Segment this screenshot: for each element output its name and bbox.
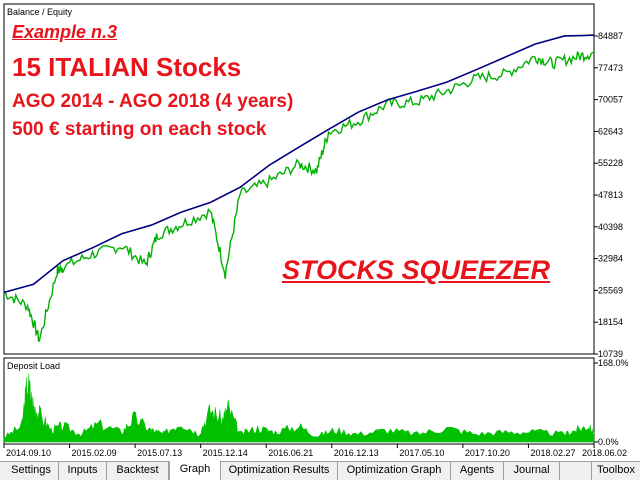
- y-axis-ticks-main: 84887 77473 70057 62643 55228 47813 40398 32984…: [594, 31, 623, 359]
- y-tick-label: 77473: [598, 63, 623, 73]
- y-tick-label: 10739: [598, 349, 623, 359]
- x-tick-label: 2018.06.02: [582, 448, 627, 458]
- tab-backtest[interactable]: Backtest: [107, 462, 169, 480]
- tab-optimization-results[interactable]: Optimization Results: [221, 462, 338, 480]
- tab-settings[interactable]: Settings: [4, 462, 59, 480]
- headline-label: 15 ITALIAN Stocks: [12, 52, 242, 82]
- deposit-load-polygon: [3, 373, 595, 443]
- x-tick-label: 2016.06.21: [268, 448, 313, 458]
- balance-series: [3, 34, 595, 294]
- tab-graph[interactable]: Graph: [169, 461, 221, 480]
- y-tick-label: 40398: [598, 222, 623, 232]
- y-tick-label: 55228: [598, 158, 623, 168]
- y-tick-label: 70057: [598, 95, 623, 105]
- x-tick-label: 2015.02.09: [72, 448, 117, 458]
- deposit-load-area: [3, 373, 595, 443]
- y-tick-label: 25569: [598, 285, 623, 295]
- y-tick-label: 168.0%: [598, 358, 629, 368]
- x-tick-label: 2015.07.13: [137, 448, 182, 458]
- y-axis-ticks-load: 168.0% 0.0%: [594, 358, 629, 447]
- toolbox-button[interactable]: Toolbox: [591, 462, 640, 480]
- tab-inputs[interactable]: Inputs: [59, 462, 107, 480]
- tab-agents[interactable]: Agents: [451, 462, 504, 480]
- x-tick-label: 2014.09.10: [6, 448, 51, 458]
- y-tick-label: 84887: [598, 31, 623, 41]
- y-tick-label: 47813: [598, 190, 623, 200]
- x-tick-label: 2017.10.20: [465, 448, 510, 458]
- balance-line: [3, 34, 595, 294]
- tab-optimization-graph[interactable]: Optimization Graph: [338, 462, 451, 480]
- main-chart-frame: [3, 3, 595, 355]
- tester-tab-bar: Settings Inputs Backtest Graph Optimizat…: [0, 461, 640, 480]
- tab-journal[interactable]: Journal: [504, 462, 560, 480]
- x-tick-label: 2016.12.13: [334, 448, 379, 458]
- example-label: Example n.3: [12, 22, 118, 42]
- x-tick-label: 2017.05.10: [399, 448, 444, 458]
- equity-line: [3, 51, 595, 342]
- brand-label: STOCKS SQUEEZER: [282, 255, 551, 285]
- x-axis-ticks: 2014.09.10 2015.02.09 2015.07.13 2015.12.14…: [3, 444, 627, 458]
- y-tick-label: 32984: [598, 254, 623, 264]
- main-chart-title: Balance / Equity: [7, 7, 73, 17]
- y-tick-label: 18154: [598, 317, 623, 327]
- deposit-load-title: Deposit Load: [7, 361, 60, 371]
- starting-label: 500 € starting on each stock: [12, 119, 267, 140]
- period-label: AGO 2014 - AGO 2018 (4 years): [12, 91, 294, 112]
- y-tick-label: 62643: [598, 126, 623, 136]
- x-tick-label: 2018.02.27: [530, 448, 575, 458]
- y-tick-label: 0.0%: [598, 437, 619, 447]
- equity-series: [3, 51, 595, 342]
- x-tick-label: 2015.12.14: [203, 448, 248, 458]
